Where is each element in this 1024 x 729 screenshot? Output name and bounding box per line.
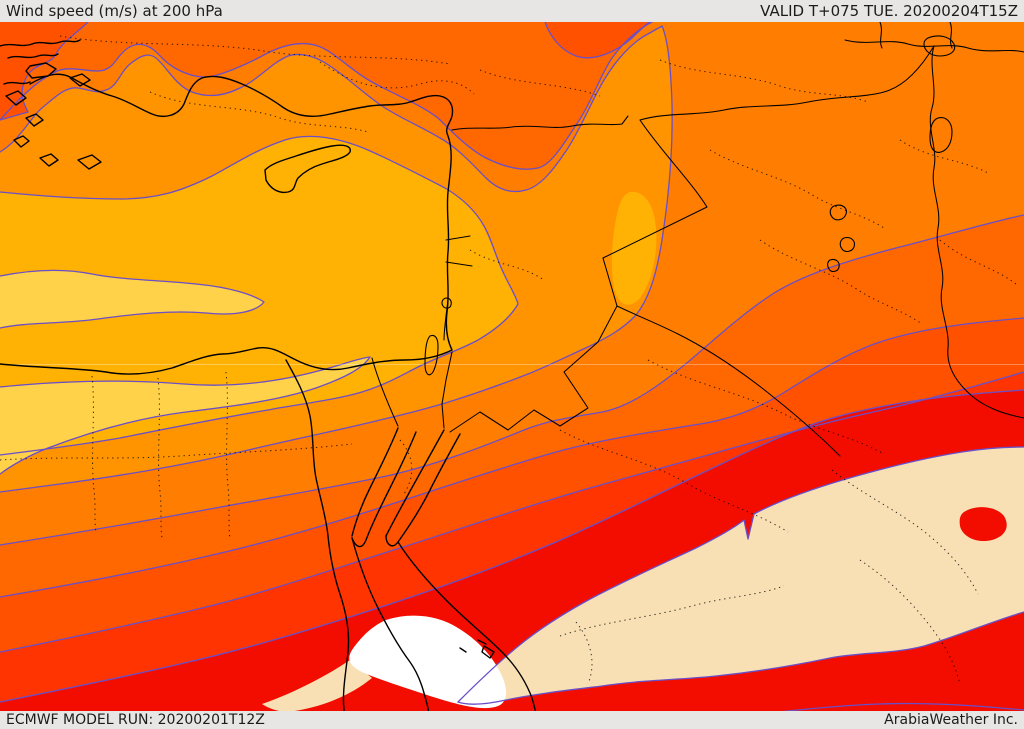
coast-red-sea-island xyxy=(459,639,495,659)
river-nile xyxy=(285,359,350,729)
band-white-core xyxy=(349,615,507,709)
band-cream-collar xyxy=(262,660,372,712)
band-cream xyxy=(458,447,1024,705)
band-amber xyxy=(0,136,518,455)
band-pocket-topcenter xyxy=(545,22,650,58)
coast-marmara-aegean xyxy=(0,39,81,85)
border-iran xyxy=(929,45,1024,419)
border-jordan-iraq-saudi xyxy=(602,257,841,457)
coast-red-sea-arabian xyxy=(397,541,539,729)
footer-bar: ECMWF MODEL RUN: 20200201T12Z ArabiaWeat… xyxy=(0,711,1024,729)
admin-boundaries xyxy=(0,35,1017,685)
band-red-blob xyxy=(959,507,1007,542)
coast-gulf-aqaba-east xyxy=(385,433,461,547)
coast-gulf-suez xyxy=(351,427,399,537)
border-syria-iraq xyxy=(602,119,708,259)
title-bar: Wind speed (m/s) at 200 hPa VALID T+075 … xyxy=(0,0,1024,22)
border-caucasus xyxy=(844,21,1024,53)
suez-canal xyxy=(371,357,399,427)
border-jordan-river xyxy=(443,235,473,341)
band-amber-lobe xyxy=(611,191,657,305)
iraq-lakes xyxy=(827,204,855,272)
lake-van xyxy=(923,35,956,57)
coast-gulf-suez-east xyxy=(351,431,417,548)
coast-gulf-aqaba-west xyxy=(385,429,445,537)
model-run: ECMWF MODEL RUN: 20200201T12Z xyxy=(6,712,265,728)
map-title: Wind speed (m/s) at 200 hPa xyxy=(6,1,223,20)
border-turkey-syria xyxy=(451,115,629,131)
aegean-islands xyxy=(5,62,102,170)
border-jordan-saudi-zigzag xyxy=(449,305,618,433)
credit: ArabiaWeather Inc. xyxy=(884,712,1018,728)
coast-cyprus xyxy=(264,144,351,194)
border-turkey-iraq-iran xyxy=(639,45,935,121)
coast-turkey-levant-egypt xyxy=(0,73,454,375)
border-israel-egypt xyxy=(441,351,453,429)
country-borders xyxy=(371,21,1024,457)
contour-lines xyxy=(0,21,1024,728)
valid-time: VALID T+075 TUE. 20200204T15Z xyxy=(760,1,1018,20)
coastlines xyxy=(0,39,539,729)
